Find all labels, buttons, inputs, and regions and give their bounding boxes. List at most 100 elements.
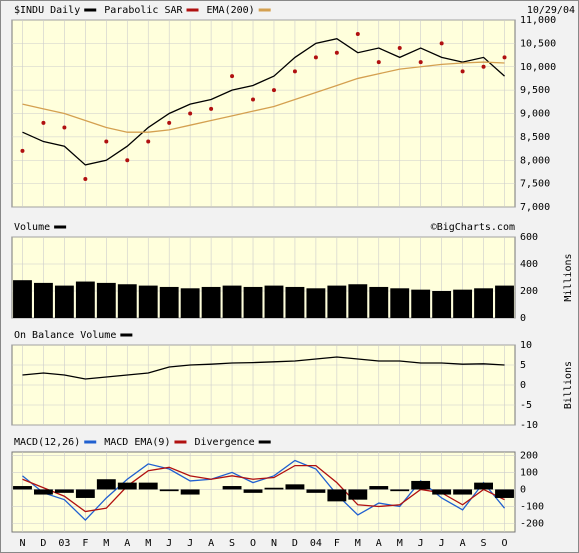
sar-dot — [83, 176, 88, 181]
legend-swatch — [258, 8, 271, 12]
plot-area — [11, 236, 516, 319]
bar — [474, 288, 493, 318]
bar — [243, 489, 263, 493]
bar — [369, 486, 389, 490]
bar — [159, 286, 179, 318]
bar — [34, 282, 53, 318]
x-tick-label: M — [103, 538, 109, 549]
bar — [285, 484, 305, 490]
bar — [306, 489, 326, 493]
y-tick-label: 0 — [520, 313, 526, 324]
sar-dot — [481, 64, 486, 69]
x-tick-label: A — [208, 538, 214, 549]
bar — [96, 282, 116, 318]
x-tick-label: J — [187, 538, 193, 549]
legend-swatch — [186, 8, 199, 12]
bar — [264, 487, 284, 490]
legend-swatch — [258, 440, 271, 444]
sar-dot — [41, 120, 46, 125]
bar — [13, 486, 32, 490]
x-tick-label: N — [271, 538, 277, 549]
y-tick-label: -100 — [520, 501, 544, 512]
bar — [34, 489, 53, 495]
bar — [495, 285, 514, 318]
sar-dot — [439, 41, 444, 46]
y-tick-label: 7,000 — [520, 202, 550, 213]
sar-dot — [502, 55, 507, 60]
legend-swatch — [174, 440, 187, 444]
legend-swatch — [84, 8, 97, 12]
y-tick-label: 200 — [520, 286, 538, 297]
x-tick-label: O — [250, 538, 256, 549]
y-tick-label: 10,000 — [520, 62, 556, 73]
sar-dot — [251, 97, 256, 102]
sar-dot — [292, 69, 297, 74]
bar — [474, 482, 493, 490]
sar-dot — [313, 55, 318, 60]
y-tick-label: 8,000 — [520, 155, 550, 166]
x-tick-label: M — [355, 538, 361, 549]
bar — [180, 288, 200, 318]
x-tick-label: N — [19, 538, 25, 549]
y-tick-label: 11,000 — [520, 15, 556, 26]
legend-label: Parabolic SAR — [104, 5, 183, 16]
x-tick-label: 04 — [310, 538, 322, 549]
x-tick-label: M — [145, 538, 151, 549]
bar — [390, 288, 410, 318]
sar-dot — [376, 60, 381, 65]
x-tick-label: M — [397, 538, 403, 549]
bar — [348, 489, 368, 500]
y-tick-label: 0 — [520, 484, 526, 495]
legend-swatch — [54, 225, 67, 229]
sar-dot — [146, 139, 151, 144]
bar — [117, 482, 137, 490]
y-tick-label: 5 — [520, 360, 526, 371]
bar — [369, 286, 389, 318]
bar — [327, 285, 347, 318]
legend-label: MACD(12,26) — [14, 437, 80, 448]
sar-dot — [271, 88, 276, 93]
bar — [159, 489, 179, 492]
y-tick-label: 10 — [520, 340, 532, 351]
x-tick-label: A — [124, 538, 130, 549]
bar — [348, 284, 368, 318]
sar-dot — [334, 50, 339, 55]
sar-dot — [188, 111, 193, 116]
bar — [327, 489, 347, 502]
sar-dot — [167, 120, 172, 125]
sar-dot — [209, 106, 214, 111]
x-tick-label: J — [439, 538, 445, 549]
legend-label: Divergence — [194, 437, 254, 448]
legend-label: MACD EMA(9) — [104, 437, 170, 448]
x-tick-label: F — [334, 538, 340, 549]
sar-dot — [62, 125, 67, 130]
bar — [285, 286, 305, 318]
plot-area — [11, 451, 516, 533]
x-tick-label: D — [292, 538, 298, 549]
bar — [432, 291, 452, 318]
bar — [75, 489, 95, 498]
sar-dot — [230, 74, 235, 79]
bar — [264, 285, 284, 318]
x-tick-label: D — [40, 538, 46, 549]
y-tick-label: 9,000 — [520, 109, 550, 120]
bar — [138, 285, 158, 318]
bar — [306, 288, 326, 318]
y-tick-label: 400 — [520, 259, 538, 270]
x-tick-label: 03 — [58, 538, 70, 549]
bar — [453, 289, 473, 318]
y-tick-label: -200 — [520, 518, 544, 529]
y-tick-label: 7,500 — [520, 179, 550, 190]
bar — [390, 489, 410, 492]
bar — [96, 479, 116, 490]
bar — [243, 286, 263, 318]
y-tick-label: -10 — [520, 420, 538, 431]
legend-label: EMA(200) — [207, 5, 255, 16]
bar — [432, 489, 452, 495]
x-tick-label: A — [376, 538, 382, 549]
y-tick-label: 9,500 — [520, 85, 550, 96]
bar — [495, 489, 514, 498]
x-tick-label: O — [502, 538, 508, 549]
bar — [201, 286, 221, 318]
